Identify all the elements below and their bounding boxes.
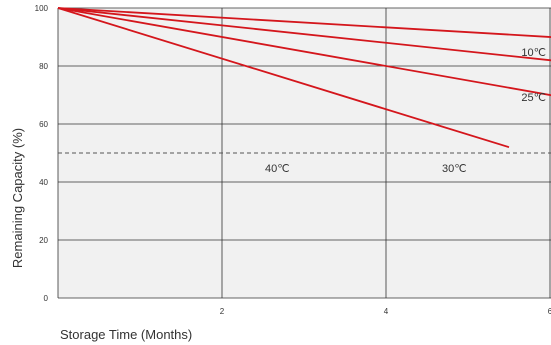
series-line-2	[57, 7, 551, 97]
series-line-0	[57, 7, 551, 38]
y-axis-ticks: 0 20 40 60 80 100	[35, 4, 49, 303]
y-tick-label: 20	[39, 236, 48, 245]
x-tick-label: 6	[548, 307, 551, 316]
series-label-1: 25℃	[521, 92, 546, 104]
series-label-0: 10℃	[521, 47, 546, 59]
y-tick-label: 0	[44, 294, 49, 303]
series-line-3	[57, 7, 510, 149]
y-tick-label: 100	[35, 4, 49, 13]
x-axis-ticks: 24681012	[220, 307, 551, 316]
series-label-3: 40℃	[265, 163, 290, 175]
series-lines	[57, 7, 551, 149]
x-tick-label: 4	[384, 307, 389, 316]
series-label-2: 30℃	[442, 163, 467, 175]
y-tick-label: 40	[39, 178, 48, 187]
x-tick-label: 2	[220, 307, 225, 316]
y-axis-title: Remaining Capacity (%)	[10, 128, 25, 268]
y-tick-label: 60	[39, 120, 48, 129]
series-line-1	[57, 7, 551, 62]
y-tick-label: 80	[39, 62, 48, 71]
series-labels: 10℃ 25℃ 30℃ 40℃	[265, 47, 546, 175]
x-axis-title: Storage Time (Months)	[60, 327, 192, 342]
